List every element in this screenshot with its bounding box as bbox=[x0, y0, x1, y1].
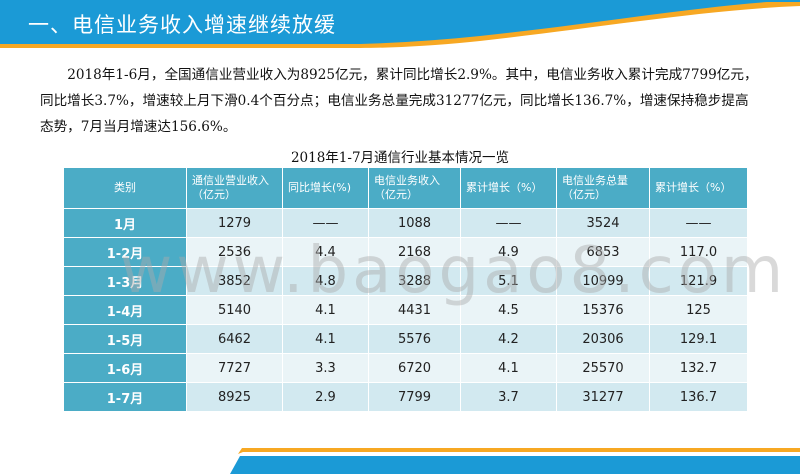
header-telecom-volume: 电信业务总量（亿元） bbox=[556, 167, 650, 209]
header-top-line bbox=[0, 0, 800, 2]
header-comm-revenue: 通信业营业收入（亿元） bbox=[186, 167, 283, 209]
table-row: 1-7月 8925 2.9 7799 3.7 31277 136.7 bbox=[63, 382, 748, 412]
header-yoy-growth: 同比增长(%) bbox=[282, 167, 369, 209]
table-cell: 4.4 bbox=[282, 237, 369, 267]
header-blue-band bbox=[0, 0, 800, 44]
table-cell: 5.1 bbox=[460, 266, 557, 296]
row-label: 1-2月 bbox=[63, 237, 187, 267]
header-cumulative-growth-volume: 累计增长（%） bbox=[649, 167, 748, 209]
table-cell: 4.8 bbox=[282, 266, 369, 296]
slide-title: 一、电信业务收入增速继续放缓 bbox=[28, 13, 336, 37]
table-cell: 4431 bbox=[368, 295, 461, 325]
table-cell: 7727 bbox=[186, 353, 283, 383]
table-cell: 4.1 bbox=[282, 324, 369, 354]
table-cell: 3852 bbox=[186, 266, 283, 296]
header-telecom-revenue: 电信业务收入（亿元） bbox=[368, 167, 461, 209]
table-cell: 125 bbox=[649, 295, 748, 325]
table-cell: 136.7 bbox=[649, 382, 748, 412]
table-cell: 2536 bbox=[186, 237, 283, 267]
table-cell: 15376 bbox=[556, 295, 650, 325]
table-cell: 20306 bbox=[556, 324, 650, 354]
table-cell: 5140 bbox=[186, 295, 283, 325]
footer-orange-line bbox=[238, 448, 800, 454]
table-cell: 117.0 bbox=[649, 237, 748, 267]
row-label: 1-3月 bbox=[63, 266, 187, 296]
row-label: 1-5月 bbox=[63, 324, 187, 354]
table-cell: 3524 bbox=[556, 208, 650, 238]
table-row: 1-2月 2536 4.4 2168 4.9 6853 117.0 bbox=[63, 237, 748, 267]
header-cumulative-growth-revenue: 累计增长（%） bbox=[460, 167, 557, 209]
table-cell: 3.3 bbox=[282, 353, 369, 383]
table-cell: 3.7 bbox=[460, 382, 557, 412]
table-row: 1-3月 3852 4.8 3288 5.1 10999 121.9 bbox=[63, 266, 748, 296]
table-cell: 1279 bbox=[186, 208, 283, 238]
row-label: 1-7月 bbox=[63, 382, 187, 412]
table-header-row: 类别 通信业营业收入（亿元） 同比增长(%) 电信业务收入（亿元） 累计增长（%… bbox=[63, 167, 748, 209]
row-label: 1-6月 bbox=[63, 353, 187, 383]
table-cell: 2168 bbox=[368, 237, 461, 267]
footer-decoration bbox=[230, 448, 800, 474]
telecom-stats-table: 类别 通信业营业收入（亿元） 同比增长(%) 电信业务收入（亿元） 累计增长（%… bbox=[63, 167, 748, 412]
row-label: 1月 bbox=[63, 208, 187, 238]
table-cell: 121.9 bbox=[649, 266, 748, 296]
table-cell: 1088 bbox=[368, 208, 461, 238]
table-cell: 6853 bbox=[556, 237, 650, 267]
table-cell: 2.9 bbox=[282, 382, 369, 412]
table-cell: 6462 bbox=[186, 324, 283, 354]
footer-blue-bar bbox=[230, 456, 800, 474]
table-cell: —— bbox=[649, 208, 748, 238]
table-cell: 4.1 bbox=[460, 353, 557, 383]
table-cell: 129.1 bbox=[649, 324, 748, 354]
table-cell: 8925 bbox=[186, 382, 283, 412]
table-cell: 7799 bbox=[368, 382, 461, 412]
row-label: 1-4月 bbox=[63, 295, 187, 325]
table-cell: 25570 bbox=[556, 353, 650, 383]
table-cell: 4.9 bbox=[460, 237, 557, 267]
table-caption: 2018年1-7月通信行业基本情况一览 bbox=[290, 150, 510, 166]
table-cell: 4.1 bbox=[282, 295, 369, 325]
header-category: 类别 bbox=[63, 167, 187, 209]
table-cell: 31277 bbox=[556, 382, 650, 412]
table-cell: 3288 bbox=[368, 266, 461, 296]
table-cell: 4.5 bbox=[460, 295, 557, 325]
table-cell: 10999 bbox=[556, 266, 650, 296]
table-row: 1-4月 5140 4.1 4431 4.5 15376 125 bbox=[63, 295, 748, 325]
table-cell: 4.2 bbox=[460, 324, 557, 354]
header-banner-shape bbox=[0, 0, 800, 48]
table-cell: 5576 bbox=[368, 324, 461, 354]
table-cell: —— bbox=[460, 208, 557, 238]
table-row: 1-6月 7727 3.3 6720 4.1 25570 132.7 bbox=[63, 353, 748, 383]
table-cell: 132.7 bbox=[649, 353, 748, 383]
summary-paragraph: 2018年1-6月，全国通信业营业收入为8925亿元，累计同比增长2.9%。其中… bbox=[40, 67, 758, 135]
table-cell: 6720 bbox=[368, 353, 461, 383]
table-row: 1-5月 6462 4.1 5576 4.2 20306 129.1 bbox=[63, 324, 748, 354]
table-row: 1月 1279 —— 1088 —— 3524 —— bbox=[63, 208, 748, 238]
header-bar: 一、电信业务收入增速继续放缓 bbox=[0, 0, 800, 50]
table-cell: —— bbox=[282, 208, 369, 238]
